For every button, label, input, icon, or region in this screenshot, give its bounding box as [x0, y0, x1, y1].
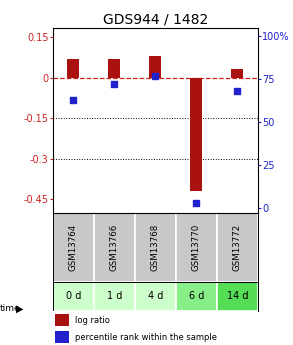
Bar: [231, 69, 243, 78]
Text: GSM13770: GSM13770: [192, 224, 201, 271]
Text: 0 d: 0 d: [66, 291, 81, 301]
Bar: [149, 56, 161, 78]
Text: 14 d: 14 d: [226, 291, 248, 301]
Text: percentile rank within the sample: percentile rank within the sample: [75, 333, 217, 342]
Point: [235, 88, 240, 94]
Bar: [53, 213, 94, 282]
Title: GDS944 / 1482: GDS944 / 1482: [103, 12, 208, 27]
Bar: [55, 331, 69, 343]
Text: ▶: ▶: [16, 304, 24, 314]
Text: time: time: [0, 304, 21, 313]
Bar: [217, 213, 258, 282]
Point: [112, 81, 117, 87]
Bar: [176, 213, 217, 282]
Bar: [135, 282, 176, 310]
Bar: [94, 213, 135, 282]
Text: GSM13768: GSM13768: [151, 224, 160, 271]
Bar: [176, 282, 217, 310]
Bar: [94, 282, 135, 310]
Text: log ratio: log ratio: [75, 316, 110, 325]
Point: [194, 200, 199, 206]
Text: 1 d: 1 d: [107, 291, 122, 301]
Text: 4 d: 4 d: [148, 291, 163, 301]
Bar: [108, 59, 120, 78]
Bar: [53, 282, 94, 310]
Point: [71, 97, 76, 102]
Bar: [217, 282, 258, 310]
Text: 6 d: 6 d: [189, 291, 204, 301]
Bar: [55, 314, 69, 326]
Text: GSM13772: GSM13772: [233, 224, 242, 271]
Bar: [135, 213, 176, 282]
Bar: [67, 59, 79, 78]
Bar: [190, 78, 202, 191]
Text: GSM13766: GSM13766: [110, 224, 119, 271]
Text: GSM13764: GSM13764: [69, 224, 78, 271]
Point: [153, 73, 158, 78]
